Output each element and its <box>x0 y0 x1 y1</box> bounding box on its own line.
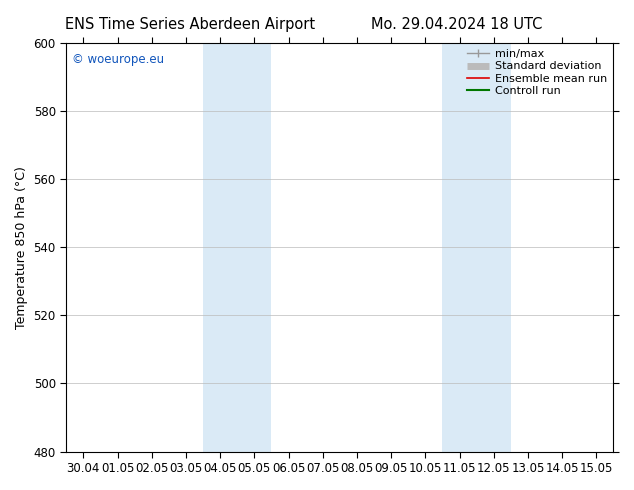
Title: ENS Time Series Aberdeen Airport      Mo. 29.04.2024 18 UTC: ENS Time Series Aberdeen Airport Mo. 29.… <box>0 489 1 490</box>
Legend: min/max, Standard deviation, Ensemble mean run, Controll run: min/max, Standard deviation, Ensemble me… <box>463 46 610 99</box>
Text: © woeurope.eu: © woeurope.eu <box>72 53 164 66</box>
Bar <box>443 43 511 452</box>
Bar <box>203 43 271 452</box>
Text: Mo. 29.04.2024 18 UTC: Mo. 29.04.2024 18 UTC <box>371 17 542 32</box>
Y-axis label: Temperature 850 hPa (°C): Temperature 850 hPa (°C) <box>15 166 28 328</box>
Text: ENS Time Series Aberdeen Airport: ENS Time Series Aberdeen Airport <box>65 17 315 32</box>
